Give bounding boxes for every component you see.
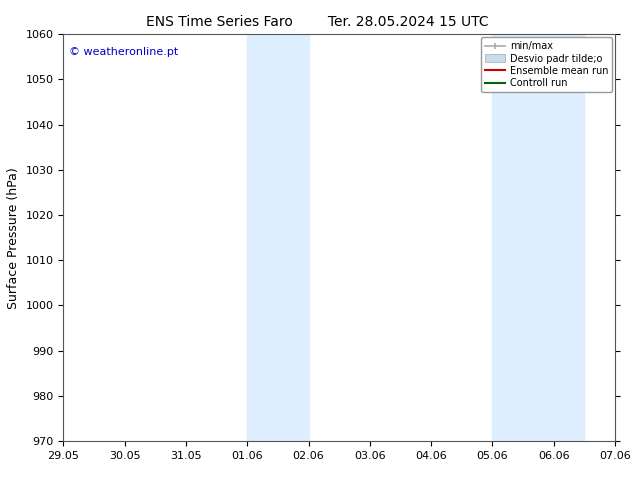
Bar	[493, 34, 585, 441]
Text: ENS Time Series Faro        Ter. 28.05.2024 15 UTC: ENS Time Series Faro Ter. 28.05.2024 15 …	[146, 15, 488, 29]
Text: © weatheronline.pt: © weatheronline.pt	[69, 47, 178, 56]
Bar	[247, 34, 309, 441]
Y-axis label: Surface Pressure (hPa): Surface Pressure (hPa)	[7, 167, 20, 309]
Legend: min/max, Desvio padr tilde;o, Ensemble mean run, Controll run: min/max, Desvio padr tilde;o, Ensemble m…	[481, 37, 612, 92]
